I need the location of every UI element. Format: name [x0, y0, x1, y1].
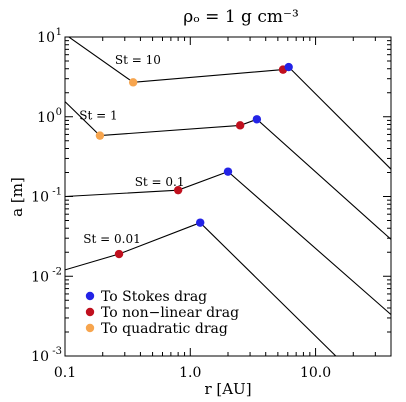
- marker-quadratic: [128, 78, 138, 87]
- y-tick-base: 10: [37, 30, 55, 46]
- legend-marker-nonlinear: [85, 307, 95, 317]
- y-tick-base: 10: [37, 110, 55, 126]
- marker-stokes: [284, 62, 293, 72]
- chart-title: ρₒ = 1 g cm⁻³: [183, 7, 299, 27]
- axis-ticks: [64, 36, 392, 357]
- marker-quadratic: [95, 131, 105, 140]
- y-tick-base: 10: [31, 349, 49, 365]
- series-labels: St = 10 St = 1 St = 0.1 St = 0.01: [79, 53, 184, 246]
- series-line-4: [65, 222, 337, 356]
- y-axis-label: a [m]: [8, 177, 26, 217]
- marker-stokes: [223, 167, 233, 176]
- series-label-1: St = 10: [115, 53, 161, 67]
- y-tick-exponent: -2: [52, 266, 62, 277]
- y-tick-exponent: 1: [56, 27, 62, 38]
- x-tick-labels: 0.1 1.0 10.0: [54, 365, 331, 381]
- x-tick-label: 1.0: [179, 365, 201, 381]
- x-axis-label: r [AU]: [204, 380, 251, 398]
- y-tick-exponent: -1: [52, 187, 62, 198]
- series-label-3: St = 0.1: [135, 175, 185, 189]
- legend-marker-stokes: [85, 291, 95, 301]
- legend-label-quadratic: To quadratic drag: [101, 321, 228, 337]
- marker-nonlinear: [114, 249, 124, 259]
- y-tick-base: 10: [31, 269, 49, 285]
- marker-nonlinear: [235, 121, 245, 130]
- y-tick-exponent: -3: [52, 346, 62, 357]
- x-tick-label: 0.1: [54, 365, 76, 381]
- marker-stokes: [196, 218, 205, 227]
- series-line-3: [65, 170, 391, 316]
- marker-stokes: [252, 115, 262, 124]
- legend-marker-quadratic: [85, 323, 95, 333]
- series-markers: [95, 62, 293, 259]
- marker-nonlinear: [173, 185, 183, 195]
- legend-label-nonlinear: To non−linear drag: [101, 305, 239, 321]
- y-tick-base: 10: [31, 190, 49, 206]
- legend-label-stokes: To Stokes drag: [101, 289, 207, 305]
- series-label-4: St = 0.01: [83, 232, 140, 246]
- series-label-2: St = 1: [79, 109, 117, 123]
- x-tick-label: 10.0: [300, 365, 331, 381]
- y-tick-exponent: 0: [56, 107, 62, 118]
